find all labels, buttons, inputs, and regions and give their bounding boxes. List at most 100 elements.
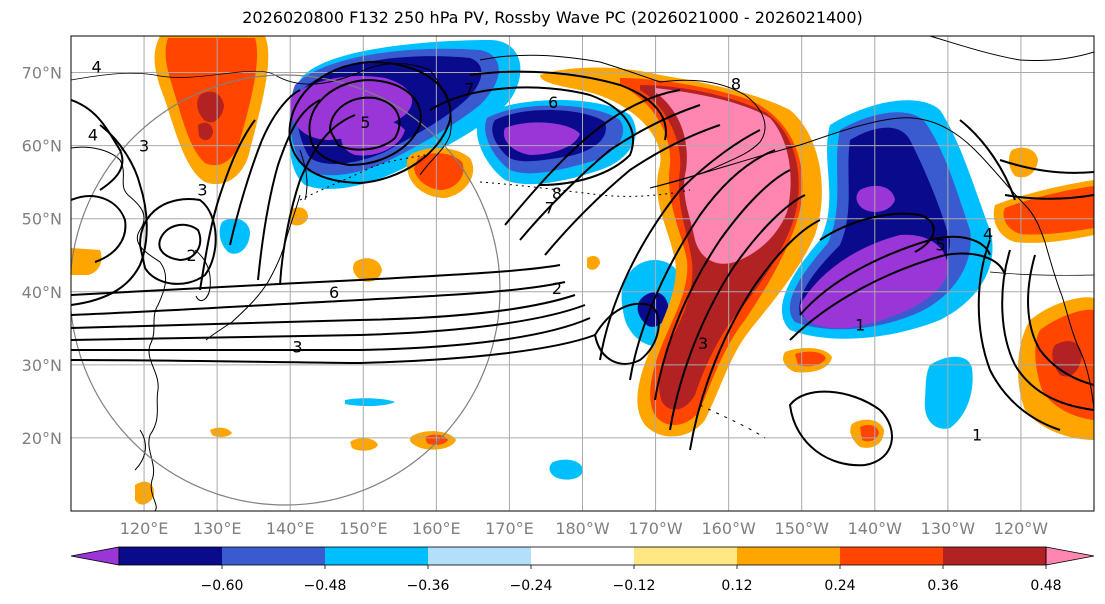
coast-canada-arctic xyxy=(929,36,1094,61)
contour-value-label: 3 xyxy=(139,137,149,156)
coastline-layer xyxy=(71,36,1094,511)
latitude-label: 40°N xyxy=(22,283,62,302)
colorbar-tick-label: −0.12 xyxy=(613,578,656,594)
colorbar-tick-label: −0.36 xyxy=(407,578,450,594)
pv-contour xyxy=(689,219,821,451)
longitude-label: 170°W xyxy=(628,519,683,538)
pv-contour xyxy=(788,390,893,467)
colorbar-extend-max xyxy=(1045,546,1095,566)
pv-contour xyxy=(257,99,321,281)
pos-anomaly-kurils-inner xyxy=(414,153,464,190)
latitude-label: 60°N xyxy=(22,137,62,156)
pos-anomaly-tropic-1 xyxy=(350,438,378,451)
pv-contour xyxy=(959,119,1016,201)
pv-contour xyxy=(288,60,452,185)
contour-value-label: 4 xyxy=(88,126,98,145)
coast-north-america-west xyxy=(1024,204,1094,411)
neg-anomaly-okhotsk-peak2 xyxy=(341,118,405,156)
pv-contour xyxy=(71,264,561,296)
pv-contour xyxy=(593,302,660,365)
neg-anomaly-tropics-line xyxy=(345,398,395,407)
pv-contour xyxy=(799,235,991,316)
coast-chukotka xyxy=(479,54,661,83)
pv-contour xyxy=(328,96,401,151)
pv-contour xyxy=(1027,254,1094,386)
pv-contour xyxy=(71,281,566,316)
colorbar-segment xyxy=(840,547,944,565)
latitude-label: 50°N xyxy=(22,210,62,229)
pv-contour xyxy=(158,223,202,262)
colorbar xyxy=(70,546,1095,566)
pv-contour xyxy=(977,239,1061,431)
longitude-label: 140°W xyxy=(848,519,903,538)
pv-contour-layer xyxy=(71,60,1094,467)
pv-contour xyxy=(629,149,776,381)
longitude-label: 170°E xyxy=(485,519,534,538)
coast-sakhalin xyxy=(299,149,308,201)
pos-anomaly-hawaii-ne-inner xyxy=(795,351,826,367)
pv-contour xyxy=(599,129,761,361)
longitude-label: 180°W xyxy=(555,519,610,538)
contour-value-label: 3 xyxy=(292,338,302,357)
colorbar-tick-label: −0.24 xyxy=(510,578,553,594)
pv-contour xyxy=(504,89,681,226)
colorbar-frame xyxy=(118,546,1047,566)
plot-title: 2026020800 F132 250 hPa PV, Rossby Wave … xyxy=(242,8,863,27)
colorbar-tick-label: 0.12 xyxy=(721,578,752,594)
longitude-label: 130°E xyxy=(193,519,242,538)
longitude-labels: 120°E 130°E 140°E 150°E 160°E 170°E 180°W 170°W… xyxy=(120,519,1049,538)
pv-contour xyxy=(71,334,596,365)
latitude-label: 70°N xyxy=(22,64,62,83)
pv-contour xyxy=(71,317,591,352)
colorbar-tick-label: 0.24 xyxy=(824,578,855,594)
contour-value-label: 2 xyxy=(186,246,196,265)
colorbar-tick-labels: −0.60 −0.48 −0.36 −0.24 −0.12 0.12 0.24 0.36 0.4… xyxy=(201,565,1062,594)
pv-contour xyxy=(469,70,667,141)
longitude-label: 130°W xyxy=(921,519,976,538)
colorbar-tick-label: 0.48 xyxy=(1030,578,1061,594)
longitude-label: 120°E xyxy=(120,519,169,538)
pos-anomaly-siberia-core2 xyxy=(198,122,213,141)
contour-value-label: 6 xyxy=(329,283,339,302)
pv-contour xyxy=(429,86,635,186)
contour-value-label: 8 xyxy=(731,75,741,94)
contour-value-label: 1 xyxy=(972,425,982,444)
contour-value-label: 8 xyxy=(552,184,562,203)
contour-value-label: 3 xyxy=(698,334,708,353)
coast-kurils xyxy=(299,154,426,201)
colorbar-segment xyxy=(325,547,429,565)
coast-us-canada-border xyxy=(989,271,1094,276)
contour-value-label: 1 xyxy=(855,316,865,335)
longitude-label: 160°E xyxy=(412,519,461,538)
pos-anomaly-tropic-3 xyxy=(210,427,232,438)
colorbar-segment xyxy=(634,547,738,565)
latitude-label: 20°N xyxy=(22,429,62,448)
coast-japan xyxy=(205,194,301,341)
colorbar-segment xyxy=(222,547,326,565)
colorbar-tick-label: −0.48 xyxy=(304,578,347,594)
coast-asia-east xyxy=(71,146,167,511)
longitude-label: 140°E xyxy=(266,519,315,538)
coast-okhotsk xyxy=(274,63,431,85)
contour-value-label: 7 xyxy=(464,80,474,99)
map-frame xyxy=(70,35,1095,512)
pv-contour xyxy=(544,124,721,256)
colorbar-segment xyxy=(531,547,635,565)
pv-contour xyxy=(308,78,422,167)
colorbar-segment xyxy=(943,547,1047,565)
pv-contour xyxy=(138,198,217,285)
pv-contour xyxy=(71,304,586,341)
pv-contour xyxy=(71,294,576,329)
colorbar-segment xyxy=(428,547,532,565)
pv-contour xyxy=(199,119,256,291)
pv-contour xyxy=(669,194,806,431)
contour-value-label: 5 xyxy=(935,235,945,254)
coast-alaska xyxy=(649,79,1026,206)
neg-anomaly-sw-pacific xyxy=(924,356,973,429)
colorbar-segment xyxy=(119,547,223,565)
pos-anomaly-nw-pacific-small xyxy=(353,258,382,282)
contour-value-label: 5 xyxy=(360,113,370,132)
pv-contour xyxy=(819,212,935,253)
pv-contour xyxy=(999,159,1094,174)
